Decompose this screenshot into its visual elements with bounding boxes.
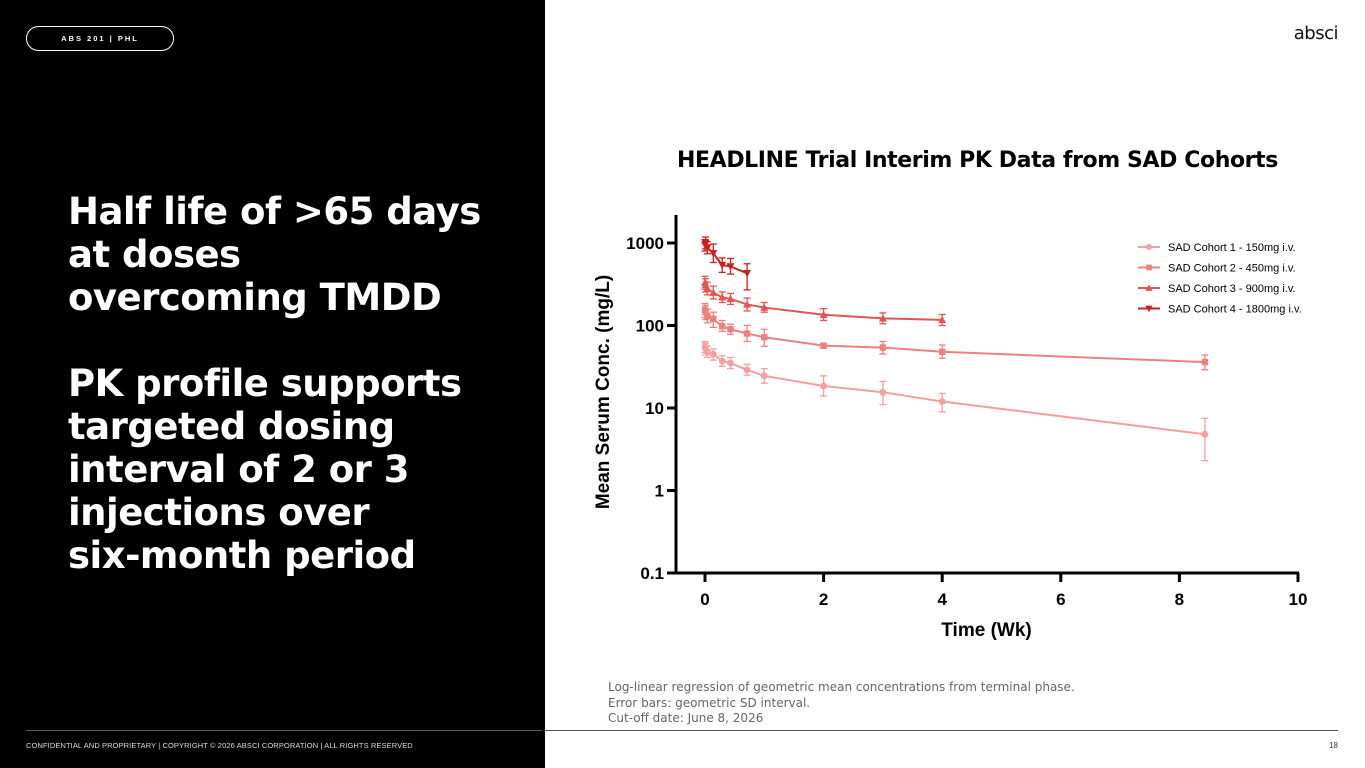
x-tick-label: 2 [819,590,828,609]
footer-divider [26,730,542,731]
data-point [710,315,717,323]
data-point [743,330,751,337]
data-point [703,348,711,356]
data-point [819,310,828,318]
data-point [820,382,827,390]
y-tick-label: 0.1 [640,564,664,583]
note-line: Error bars: geometric SD interval. [608,695,811,710]
y-tick-label: 100 [636,317,664,336]
data-point [702,308,709,316]
legend-label: SAD Cohort 3 - 900mg i.v. [1168,283,1296,295]
data-point [709,350,717,358]
data-point [709,250,718,258]
footer-legal: CONFIDENTIAL AND PROPRIETARY | COPYRIGHT… [26,741,413,750]
headline: Half life of >65 days at doses overcomin… [68,190,538,577]
legend-marker [1146,264,1152,271]
data-point [718,293,727,301]
brand-logo: absci [1293,23,1339,44]
headline-line: PK profile supports [68,362,462,405]
legend-label: SAD Cohort 4 - 1800mg i.v. [1168,304,1302,316]
data-point [879,344,887,351]
data-point [878,314,887,322]
legend-label: SAD Cohort 2 - 450mg i.v. [1168,263,1296,275]
y-axis-label: Mean Serum Conc. (mg/L) [593,275,614,509]
data-point [726,294,735,303]
data-point [704,312,711,320]
data-point [760,303,769,311]
series-line [704,240,748,275]
x-tick-label: 4 [937,590,947,609]
headline-line: injections over [68,491,370,534]
chart-notes: Log-linear regression of geometric mean … [608,680,1075,727]
data-point [939,348,946,355]
page-number: 18 [1329,741,1338,750]
y-tick-label: 10 [645,399,664,418]
data-point [1201,430,1209,438]
data-point [820,342,827,349]
legend-marker [1145,284,1153,291]
headline-line: at doses [68,233,241,276]
data-point [703,244,712,252]
data-point [718,261,727,270]
section-tag: ABS 201 | PHL [26,26,174,51]
data-point [718,357,726,365]
footer-divider [545,730,1338,731]
legend-marker [1145,305,1153,313]
headline-line: interval of 2 or 3 [68,448,410,491]
note-line: Cut-off date: June 8, 2026 [608,711,764,725]
data-point [938,398,946,405]
data-point [743,366,751,374]
data-point [709,288,718,296]
note-line: Log-linear regression of geometric mean … [608,680,1075,694]
data-point [743,300,752,308]
data-point [726,263,735,271]
chart-title: HEADLINE Trial Interim PK Data from SAD … [677,148,1278,173]
y-tick-label: 1000 [626,234,664,253]
data-point [938,315,947,324]
legend-marker [1145,243,1153,251]
x-tick-label: 0 [700,590,709,609]
headline-line: overcoming TMDD [68,276,442,319]
data-point [727,359,734,367]
data-point [760,372,768,380]
data-point [703,284,712,292]
legend-label: SAD Cohort 1 - 150mg i.v. [1168,242,1296,254]
x-tick-label: 8 [1175,590,1184,609]
x-axis-label: Time (Wk) [941,620,1031,641]
headline-line: targeted dosing [68,405,395,448]
data-point [718,323,726,330]
headline-line: six-month period [68,534,416,577]
data-point [727,326,734,333]
y-tick-label: 1 [655,482,664,501]
data-point [879,388,887,396]
data-point [1201,358,1209,366]
data-point [761,334,768,341]
x-tick-label: 6 [1056,590,1065,609]
series-line [704,309,1205,364]
x-tick-label: 10 [1289,590,1308,609]
left-panel: ABS 201 | PHL Half life of >65 days at d… [0,0,545,768]
data-point [743,270,752,278]
headline-line: Half life of >65 days [68,190,481,233]
